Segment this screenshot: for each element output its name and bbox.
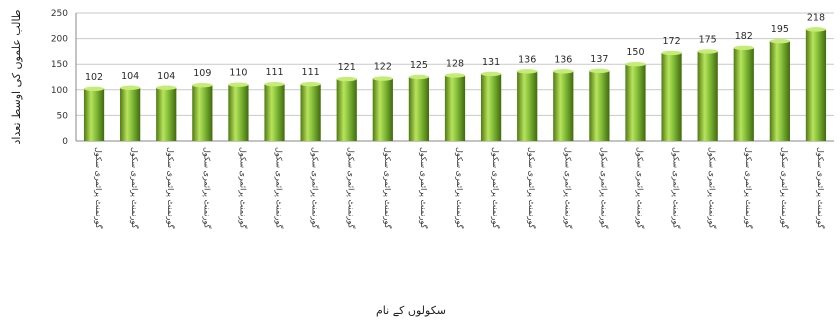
data-label: 136 bbox=[518, 54, 536, 65]
data-label: 109 bbox=[193, 68, 211, 79]
data-label: 137 bbox=[590, 54, 608, 65]
y-tick-label: 100 bbox=[51, 86, 68, 96]
bar bbox=[805, 29, 827, 141]
category-labels: گورنمنٹ پرائمری سکول گورنمنٹ پرائمری سکول… bbox=[94, 147, 826, 229]
category-label: گورنمنٹ پرائمری سکول bbox=[130, 147, 140, 229]
bar-cap bbox=[480, 71, 502, 77]
data-label: 122 bbox=[374, 62, 392, 73]
data-label: 131 bbox=[482, 57, 500, 68]
data-label: 136 bbox=[554, 54, 572, 65]
category-label: گورنمنٹ پرائمری سکول bbox=[202, 147, 212, 229]
bar-cap bbox=[264, 81, 285, 87]
bar bbox=[120, 87, 141, 141]
bar-cap bbox=[156, 85, 177, 90]
bar bbox=[156, 87, 177, 141]
data-label: 121 bbox=[338, 62, 356, 73]
data-label: 128 bbox=[446, 58, 464, 69]
bar-cap bbox=[733, 45, 754, 51]
category-label: گورنمنٹ پرائمری سکول bbox=[347, 147, 357, 229]
category-label: گورنمنٹ پرائمری سکول bbox=[166, 147, 176, 229]
data-label: 195 bbox=[771, 24, 789, 35]
category-label: گورنمنٹ پرائمری سکول bbox=[419, 147, 429, 229]
data-label: 110 bbox=[229, 68, 247, 79]
bar-cap bbox=[661, 50, 682, 56]
bar bbox=[228, 84, 249, 141]
bar-cap bbox=[625, 61, 646, 67]
bar-cap bbox=[444, 73, 466, 78]
bar bbox=[553, 71, 574, 141]
data-label: 182 bbox=[735, 31, 753, 42]
bar bbox=[372, 78, 393, 141]
data-labels: 102 104 104 109 110 111 111 121 122 125 128 131 136 1… bbox=[85, 12, 825, 82]
category-label: گورنمنٹ پرائمری سکول bbox=[816, 147, 826, 229]
bar bbox=[625, 64, 646, 141]
y-tick-label: 250 bbox=[51, 9, 68, 19]
y-tick-label: 50 bbox=[57, 111, 69, 121]
bar bbox=[264, 84, 285, 141]
bar-cap bbox=[300, 81, 321, 87]
bar-cap bbox=[553, 69, 574, 74]
bar bbox=[589, 70, 610, 141]
category-label: گورنمنٹ پرائمری سکول bbox=[527, 147, 537, 229]
category-label: گورنمنٹ پرائمری سکول bbox=[708, 147, 718, 229]
data-label: 150 bbox=[626, 47, 644, 58]
data-label: 102 bbox=[85, 72, 103, 83]
bar-cap bbox=[408, 74, 430, 80]
y-axis: 0 50 100 150 200 250 bbox=[51, 9, 77, 147]
category-label: گورنمنٹ پرائمری سکول bbox=[383, 147, 393, 229]
bar-cap bbox=[589, 68, 610, 74]
category-label: گورنمنٹ پرائمری سکول bbox=[311, 147, 321, 229]
category-label: گورنمنٹ پرائمری سکول bbox=[672, 147, 682, 229]
bar-cap bbox=[372, 76, 393, 81]
bar-cap bbox=[805, 27, 827, 32]
bar-cap bbox=[120, 85, 141, 90]
category-label: گورنمنٹ پرائمری سکول bbox=[780, 147, 790, 229]
bars bbox=[83, 27, 827, 141]
data-label: 111 bbox=[302, 67, 320, 78]
bar bbox=[733, 47, 754, 141]
data-label: 175 bbox=[699, 34, 717, 45]
data-label: 172 bbox=[663, 36, 681, 47]
bar-cap bbox=[336, 76, 357, 82]
bar bbox=[408, 77, 430, 141]
y-tick-label: 150 bbox=[51, 60, 68, 70]
category-label: گورنمنٹ پرائمری سکول bbox=[635, 147, 645, 229]
bar bbox=[83, 88, 105, 141]
y-axis-title: طالب علموں کی اوسط تعداد bbox=[10, 9, 23, 144]
bar bbox=[444, 75, 466, 141]
bar-cap bbox=[192, 82, 213, 88]
category-label: گورنمنٹ پرائمری سکول bbox=[238, 147, 248, 229]
category-label: گورنمنٹ پرائمری سکول bbox=[491, 147, 501, 229]
data-label: 218 bbox=[807, 12, 825, 23]
bar bbox=[300, 84, 321, 141]
data-label: 111 bbox=[265, 67, 283, 78]
x-axis-title: سکولوں کے نام bbox=[376, 304, 446, 317]
data-label: 104 bbox=[157, 71, 175, 82]
data-label: 125 bbox=[410, 60, 428, 71]
bar bbox=[661, 52, 682, 141]
y-tick-label: 200 bbox=[51, 35, 68, 45]
bar bbox=[517, 71, 538, 141]
bar-cap bbox=[517, 69, 538, 74]
bar-cap bbox=[697, 49, 718, 54]
y-tick-label: 0 bbox=[62, 137, 68, 147]
bar-cap bbox=[228, 82, 249, 87]
category-label: گورنمنٹ پرائمری سکول bbox=[275, 147, 285, 229]
category-label: گورنمنٹ پرائمری سکول bbox=[744, 147, 754, 229]
data-label: 104 bbox=[121, 71, 139, 82]
bar bbox=[769, 41, 790, 141]
category-label: گورنمنٹ پرائمری سکول bbox=[599, 147, 609, 229]
category-label: گورنمنٹ پرائمری سکول bbox=[455, 147, 465, 229]
bar-cap bbox=[83, 86, 105, 91]
bar bbox=[480, 73, 502, 141]
category-label: گورنمنٹ پرائمری سکول bbox=[563, 147, 573, 229]
bar bbox=[192, 85, 213, 141]
bar-cap bbox=[769, 38, 790, 44]
bar bbox=[336, 79, 357, 141]
category-label: گورنمنٹ پرائمری سکول bbox=[94, 147, 104, 229]
bar bbox=[697, 51, 718, 141]
